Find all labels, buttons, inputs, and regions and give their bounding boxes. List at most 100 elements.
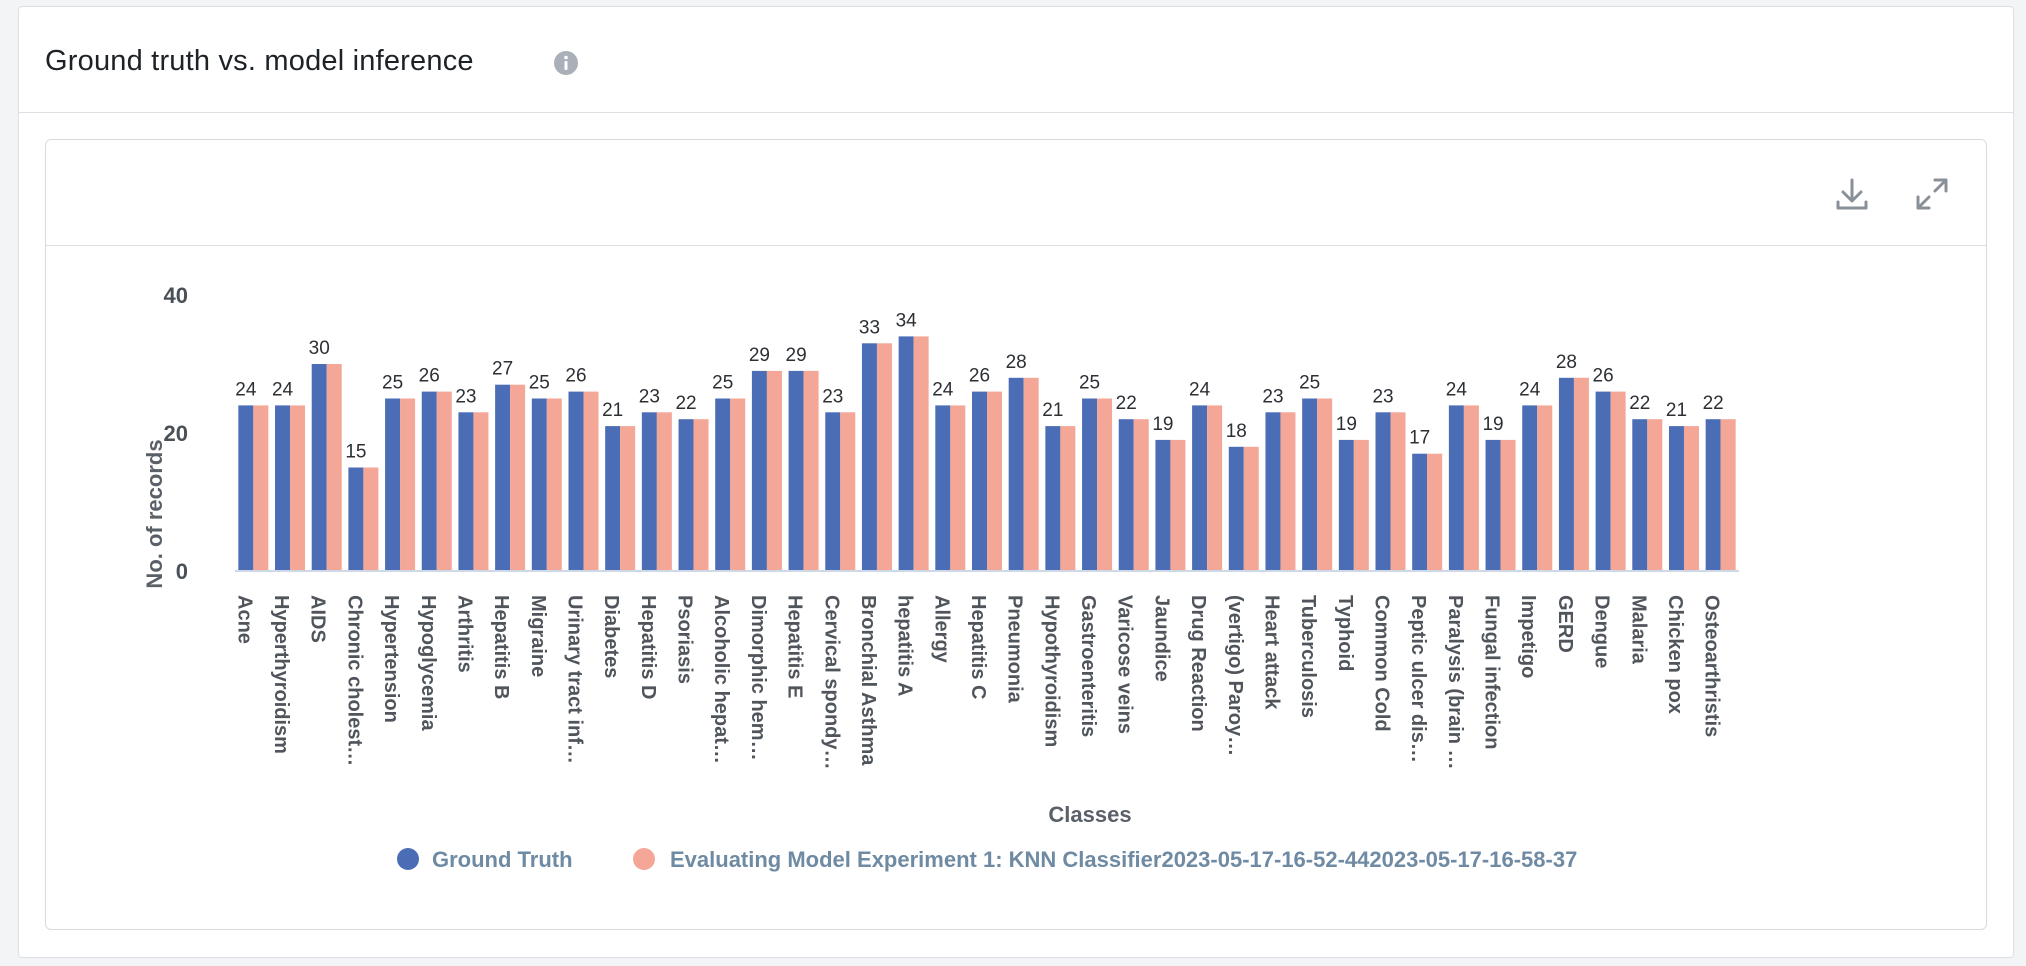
bar-ground-truth (1155, 439, 1171, 571)
x-axis-label: Classes (1048, 802, 1131, 827)
y-tick-label: 0 (176, 559, 188, 584)
x-tick-label: Psoriasis (674, 595, 696, 684)
x-tick-label: Paralysis (brain … (1444, 595, 1466, 770)
x-tick-label: Migraine (527, 595, 549, 677)
x-tick-label: Arthritis (453, 595, 475, 673)
data-label: 29 (786, 345, 807, 366)
bar-ground-truth (1228, 446, 1244, 571)
bar-model (950, 405, 966, 571)
bar-ground-truth (788, 370, 804, 571)
data-label: 25 (712, 373, 733, 394)
bar-ground-truth (678, 419, 694, 571)
bar-model (1390, 412, 1406, 571)
panel-header: Ground truth vs. model inference (19, 7, 2013, 113)
x-tick-label: Chicken pox (1664, 595, 1686, 714)
x-tick-label: Varicose veins (1114, 595, 1136, 734)
data-label: 24 (235, 379, 257, 400)
panel-title: Ground truth vs. model inference (45, 45, 474, 77)
x-tick-label: AIDS (307, 595, 329, 643)
data-label: 21 (602, 400, 623, 421)
bar-ground-truth (238, 405, 254, 571)
x-tick-label: Osteoarthristis (1701, 595, 1723, 737)
info-icon[interactable] (553, 50, 579, 76)
data-label: 24 (932, 379, 954, 400)
expand-button[interactable] (1912, 174, 1952, 214)
y-tick-label: 40 (164, 283, 188, 308)
bar-model (1683, 426, 1699, 571)
bar-model (1170, 439, 1186, 571)
data-label: 23 (639, 386, 660, 407)
legend-item-model[interactable]: Evaluating Model Experiment 1: KNN Class… (633, 847, 1577, 872)
x-tick-label: Urinary tract inf… (563, 595, 585, 764)
x-tick-label: Pneumonia (1004, 595, 1026, 704)
x-tick-label: Dengue (1591, 595, 1613, 668)
bar-model (1133, 419, 1149, 571)
data-label: 22 (1703, 393, 1724, 414)
data-label: 25 (529, 373, 550, 394)
bar-model (1720, 419, 1736, 571)
bar-ground-truth (1632, 419, 1648, 571)
data-label: 34 (896, 310, 918, 331)
data-label: 24 (1446, 379, 1468, 400)
bar-model (766, 370, 782, 571)
data-label: 26 (419, 366, 440, 387)
bar-ground-truth (1705, 419, 1721, 571)
bar-ground-truth (495, 384, 511, 571)
data-label: 23 (1372, 386, 1393, 407)
bar-model (1023, 377, 1039, 571)
data-label: 30 (309, 338, 330, 359)
x-tick-label: hepatitis A (894, 595, 916, 697)
bar-ground-truth (751, 370, 767, 571)
bar-model (840, 412, 856, 571)
bar-chart: No. of records Classes 0 20 40 24 Acne 24 Hype… (142, 283, 1739, 872)
x-tick-label: (vertigo) Paroy… (1224, 595, 1246, 756)
x-tick-label: Allergy (930, 595, 952, 664)
bar-ground-truth (275, 405, 291, 571)
bar-model (400, 398, 416, 571)
bar-ground-truth (311, 364, 327, 571)
bar-model (363, 467, 379, 571)
x-tick-label: Jaundice (1150, 595, 1172, 682)
bar-model (583, 391, 599, 571)
bar-model (730, 398, 746, 571)
x-tick-label: Drug Reaction (1187, 595, 1209, 732)
bar-ground-truth (1045, 426, 1061, 571)
bar-ground-truth (421, 391, 437, 571)
data-label: 21 (1042, 400, 1063, 421)
legend-label-ground-truth: Ground Truth (432, 847, 573, 872)
bar-model (546, 398, 562, 571)
data-label: 21 (1666, 400, 1687, 421)
data-label: 15 (345, 442, 366, 463)
bar-ground-truth (1008, 377, 1024, 571)
data-label: 24 (1519, 379, 1541, 400)
x-tick-label: Hepatitis B (490, 595, 512, 699)
data-label: 19 (1482, 414, 1503, 435)
bar-model (473, 412, 489, 571)
bar-ground-truth (605, 426, 621, 571)
x-tick-label: Common Cold (1371, 595, 1393, 732)
data-label: 25 (1079, 373, 1100, 394)
x-tick-label: Fungal infection (1481, 595, 1503, 749)
expand-icon (1916, 178, 1948, 210)
x-tick-label: Hepatitis D (637, 595, 659, 699)
bar-model (1243, 446, 1259, 571)
bar-ground-truth (825, 412, 841, 571)
data-label: 17 (1409, 428, 1430, 449)
bar-ground-truth (1412, 453, 1428, 571)
bar-ground-truth (1668, 426, 1684, 571)
data-label: 24 (272, 379, 294, 400)
x-tick-label: Gastroenteritis (1077, 595, 1099, 737)
bar-ground-truth (935, 405, 951, 571)
bar-ground-truth (1302, 398, 1318, 571)
bar-ground-truth (1192, 405, 1208, 571)
bar-ground-truth (385, 398, 401, 571)
download-button[interactable] (1832, 174, 1872, 214)
bar-ground-truth (531, 398, 547, 571)
legend-item-ground-truth[interactable]: Ground Truth (397, 847, 573, 872)
bar-model (987, 391, 1002, 571)
bar-ground-truth (458, 412, 474, 571)
data-label: 24 (1189, 379, 1211, 400)
bar-ground-truth (1265, 412, 1281, 571)
data-label: 26 (969, 366, 990, 387)
x-tick-label: Hypertension (380, 595, 402, 723)
